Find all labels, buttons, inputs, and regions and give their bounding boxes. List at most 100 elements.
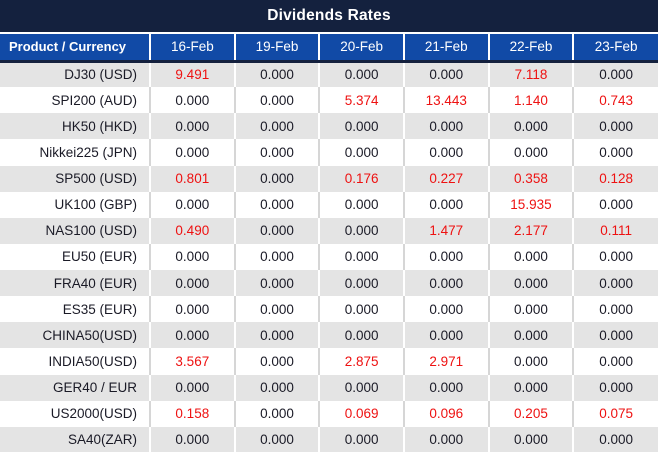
rate-value: 0.000 <box>403 270 490 297</box>
product-label: Nikkei225 (JPN) <box>0 139 151 166</box>
rate-value: 0.000 <box>150 191 236 218</box>
table-row: Nikkei225 (JPN) 0.000 0.000 0.000 0.000 0.000… <box>0 139 658 166</box>
rate-value: 0.000 <box>488 426 575 452</box>
product-label: GER40 / EUR <box>0 374 151 401</box>
product-label: INDIA50(USD) <box>0 348 151 375</box>
rate-value: 0.000 <box>573 322 658 349</box>
rate-value: 0.158 <box>150 400 236 427</box>
rate-value: 0.227 <box>403 165 490 192</box>
rate-value: 2.971 <box>403 348 490 375</box>
rate-value: 0.000 <box>403 296 490 323</box>
rate-value: 0.000 <box>150 113 236 140</box>
rate-value: 0.000 <box>319 191 405 218</box>
rate-value: 1.140 <box>488 87 575 114</box>
rate-value: 0.000 <box>319 270 405 297</box>
rate-value: 0.000 <box>150 87 236 114</box>
product-label: CHINA50(USD) <box>0 322 151 349</box>
rate-value: 1.477 <box>403 217 490 244</box>
table-row: HK50 (HKD) 0.000 0.000 0.000 0.000 0.000 0.000 <box>0 113 658 140</box>
column-header-row: Product / Currency 16-Feb 19-Feb 20-Feb 21-… <box>0 32 658 63</box>
rate-value: 13.443 <box>403 87 490 114</box>
rate-value: 0.000 <box>319 374 405 401</box>
rate-value: 0.000 <box>234 296 321 323</box>
rate-value: 15.935 <box>488 191 575 218</box>
rate-value: 0.000 <box>234 243 321 270</box>
rate-value: 0.000 <box>319 426 405 452</box>
rate-value: 0.000 <box>488 270 575 297</box>
product-label: SP500 (USD) <box>0 165 151 192</box>
rate-value: 0.000 <box>319 243 405 270</box>
rate-value: 0.000 <box>319 113 405 140</box>
rate-value: 0.000 <box>573 191 658 218</box>
rate-value: 0.128 <box>573 165 658 192</box>
rate-value: 0.000 <box>150 243 236 270</box>
rate-value: 0.000 <box>573 61 658 88</box>
rate-value: 0.358 <box>488 165 575 192</box>
table-row: SP500 (USD) 0.801 0.000 0.176 0.227 0.358 0.12… <box>0 165 658 192</box>
table-row: ES35 (EUR) 0.000 0.000 0.000 0.000 0.000 0.000 <box>0 296 658 323</box>
rate-value: 0.000 <box>234 400 321 427</box>
rate-value: 0.000 <box>234 87 321 114</box>
rate-value: 0.000 <box>319 61 405 88</box>
rate-value: 0.000 <box>573 243 658 270</box>
rate-value: 0.111 <box>573 217 658 244</box>
rate-value: 0.069 <box>319 400 405 427</box>
dividends-rates-table: Product / Currency 16-Feb 19-Feb 20-Feb 21-… <box>0 32 658 452</box>
rate-value: 0.000 <box>488 374 575 401</box>
rate-value: 0.000 <box>234 426 321 452</box>
table-row: DJ30 (USD) 9.491 0.000 0.000 0.000 7.118 0.000 <box>0 61 658 88</box>
rate-value: 0.000 <box>234 217 321 244</box>
rate-value: 0.000 <box>573 426 658 452</box>
column-header-date: 21-Feb <box>403 32 490 63</box>
rate-value: 7.118 <box>488 61 575 88</box>
product-label: ES35 (EUR) <box>0 296 151 323</box>
product-currency-header: Product / Currency <box>0 32 151 63</box>
table-row: NAS100 (USD) 0.490 0.000 0.000 1.477 2.177 0.1… <box>0 217 658 244</box>
rate-value: 0.000 <box>573 139 658 166</box>
column-header-date: 16-Feb <box>150 32 236 63</box>
rate-value: 3.567 <box>150 348 236 375</box>
product-label: UK100 (GBP) <box>0 191 151 218</box>
rate-value: 0.000 <box>150 139 236 166</box>
rate-value: 0.000 <box>319 322 405 349</box>
product-label: HK50 (HKD) <box>0 113 151 140</box>
column-header-date: 20-Feb <box>319 32 405 63</box>
rate-value: 0.000 <box>150 426 236 452</box>
rate-value: 0.000 <box>234 61 321 88</box>
column-header-date: 19-Feb <box>234 32 321 63</box>
product-label: DJ30 (USD) <box>0 61 151 88</box>
rate-value: 0.000 <box>573 113 658 140</box>
rate-value: 0.000 <box>573 348 658 375</box>
product-label: SPI200 (AUD) <box>0 87 151 114</box>
rate-value: 0.000 <box>319 139 405 166</box>
rate-value: 0.000 <box>488 113 575 140</box>
rate-value: 0.000 <box>234 165 321 192</box>
rate-value: 0.000 <box>403 374 490 401</box>
rate-value: 0.096 <box>403 400 490 427</box>
rate-value: 0.000 <box>403 426 490 452</box>
rate-value: 0.000 <box>234 348 321 375</box>
column-header-date: 22-Feb <box>488 32 575 63</box>
rate-value: 0.743 <box>573 87 658 114</box>
panel-title: Dividends Rates <box>267 7 391 24</box>
table-row: EU50 (EUR) 0.000 0.000 0.000 0.000 0.000 0.000 <box>0 243 658 270</box>
rate-value: 0.000 <box>488 296 575 323</box>
product-label: NAS100 (USD) <box>0 217 151 244</box>
rate-value: 0.801 <box>150 165 236 192</box>
rate-value: 0.000 <box>403 139 490 166</box>
rate-value: 0.000 <box>488 139 575 166</box>
rate-value: 0.205 <box>488 400 575 427</box>
rate-value: 0.000 <box>403 322 490 349</box>
rate-value: 0.000 <box>234 270 321 297</box>
rate-value: 0.000 <box>234 191 321 218</box>
product-label: EU50 (EUR) <box>0 243 151 270</box>
product-label: SA40(ZAR) <box>0 426 151 452</box>
rate-value: 0.000 <box>150 270 236 297</box>
rate-value: 9.491 <box>150 61 236 88</box>
rate-value: 0.000 <box>573 374 658 401</box>
rate-value: 0.000 <box>234 322 321 349</box>
rate-value: 0.000 <box>234 139 321 166</box>
rate-value: 0.000 <box>573 296 658 323</box>
product-label: US2000(USD) <box>0 400 151 427</box>
